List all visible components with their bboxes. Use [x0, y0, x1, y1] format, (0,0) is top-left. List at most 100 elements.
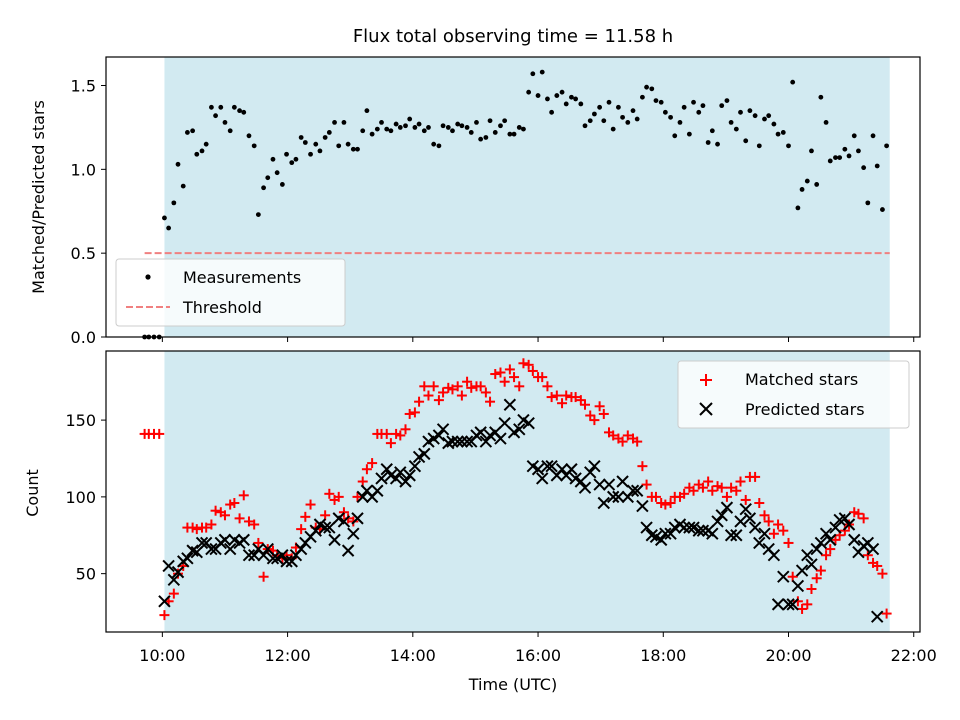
matched-star-point [797, 603, 808, 614]
predicted-star-point [848, 533, 861, 547]
matched-star-point [475, 381, 486, 392]
predicted-star-point [513, 423, 526, 436]
matched-star-point [580, 399, 591, 410]
matched-star-point [485, 396, 496, 407]
measurement-point [535, 93, 541, 98]
predicted-star-point [455, 435, 469, 448]
predicted-star-point [494, 432, 507, 445]
measurement-point [640, 94, 645, 100]
measurement-point [502, 118, 508, 124]
measurement-point [870, 133, 876, 139]
measurement-point [696, 109, 702, 115]
measurement-point [421, 128, 427, 134]
ratio-points [142, 69, 890, 340]
matched-star-point [783, 537, 794, 548]
measurement-point [403, 123, 408, 129]
predicted-star-point [630, 484, 644, 497]
y-tick-label: 1.5 [71, 77, 96, 96]
predicted-star-point [584, 466, 597, 479]
matched-star-point [537, 372, 548, 383]
predicted-star-point [706, 527, 719, 540]
measurement-point [625, 119, 631, 125]
predicted-star-point [446, 435, 459, 448]
predicted-star-point [819, 527, 833, 540]
x-tick-label: 14:00 [390, 646, 436, 665]
measurement-point [530, 71, 536, 77]
measurement-point [317, 148, 323, 154]
measurement-point [545, 96, 550, 102]
predicted-star-point [261, 542, 274, 556]
matched-star-point [206, 519, 217, 530]
matched-star-point [679, 488, 690, 499]
measurement-point [175, 161, 181, 167]
measurement-point [634, 116, 640, 122]
measurement-point [507, 131, 513, 137]
measurement-point [360, 128, 366, 134]
matched-star-point [452, 381, 463, 392]
matched-star-point [821, 550, 832, 561]
measurement-point [846, 153, 852, 159]
matched-star-point [159, 610, 170, 621]
measurement-point [563, 101, 569, 107]
predicted-star-point [408, 459, 422, 473]
measurement-point [251, 143, 257, 149]
measurement-point [209, 104, 214, 110]
predicted-star-point [257, 549, 270, 562]
matched-star-point [703, 476, 714, 487]
matched-star-point [238, 490, 249, 501]
measurement-point [308, 151, 313, 157]
measurement-point [709, 128, 715, 134]
measurement-point [445, 125, 451, 130]
measurement-point [293, 156, 299, 162]
predicted-star-point [223, 542, 237, 556]
predicted-star-point [574, 475, 588, 488]
predicted-star-point [285, 555, 298, 568]
measurement-point [804, 178, 810, 184]
matched-star-point [352, 491, 363, 502]
x-tick-label: 20:00 [765, 646, 811, 665]
measurement-point [747, 108, 753, 114]
measurement-point [332, 119, 337, 125]
matched-star-point [414, 396, 425, 407]
measurement-point [180, 183, 186, 189]
matched-star-point [243, 516, 254, 527]
measurement-point [388, 128, 394, 134]
measurement-point [521, 126, 526, 132]
bottom-legend-box [677, 360, 910, 429]
predicted-star-point [758, 527, 771, 540]
matched-star-point [750, 471, 761, 482]
matched-star-point [433, 395, 444, 406]
measurement-point [171, 200, 177, 206]
measurement-point [468, 130, 474, 135]
matched-star-point [385, 438, 396, 449]
measurement-point [289, 160, 295, 166]
predicted-star-point [294, 542, 308, 556]
bottom-panel-axis-ticks: 10:00 12:00 14:00 16:00 18:00 20:00 22:00 50 100… [65, 411, 936, 665]
measurement-point [752, 113, 758, 119]
matched-star-point [333, 491, 344, 502]
measurement-point [341, 119, 347, 125]
measurement-point [691, 99, 696, 105]
predicted-star-point [280, 555, 293, 568]
matched-star-point [523, 359, 534, 370]
measurement-point [700, 103, 706, 109]
measurement-point [790, 79, 796, 85]
measurement-point [569, 94, 574, 100]
y-tick-label: 0.5 [71, 244, 96, 263]
predicted-star-point [541, 459, 554, 473]
matched-star-point [637, 461, 648, 472]
predicted-star-point [782, 598, 795, 611]
matched-star-point [542, 381, 553, 392]
matched-star-point [759, 510, 770, 521]
measurement-point [728, 119, 734, 125]
measurement-point [237, 108, 242, 114]
measurement-point [455, 121, 461, 127]
measurement-point [336, 143, 342, 149]
matched-star-point [219, 510, 230, 521]
matched-star-point [400, 424, 411, 435]
matched-star-point [518, 358, 529, 369]
measurement-point [582, 123, 588, 129]
predicted-star-point [205, 542, 218, 556]
measurement-point [559, 89, 565, 95]
predicted-star-point [715, 509, 728, 522]
